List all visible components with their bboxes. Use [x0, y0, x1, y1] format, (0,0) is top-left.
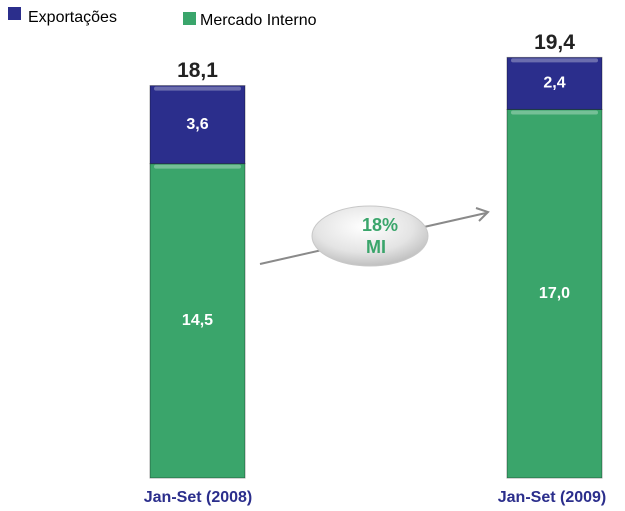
annotation-bubble — [311, 205, 429, 267]
bar-segment — [149, 163, 246, 479]
total-label: 19,4 — [534, 31, 575, 54]
legend-label: Exportações — [28, 9, 117, 26]
data-label: 17,0 — [539, 285, 570, 302]
data-label: 2,4 — [543, 75, 565, 92]
bar-highlight — [511, 110, 598, 115]
total-label: 18,1 — [177, 59, 218, 82]
bar-segment — [506, 56, 603, 110]
bar-highlight — [154, 164, 241, 169]
x-tick-label: Jan-Set (2009) — [498, 489, 607, 506]
legend-swatch — [183, 12, 196, 25]
annotation: MI — [366, 237, 386, 257]
data-label: 3,6 — [186, 116, 208, 133]
bar-highlight — [154, 86, 241, 91]
bar-segment — [149, 85, 246, 165]
data-label: 14,5 — [182, 312, 213, 329]
legend-swatch — [8, 7, 21, 20]
legend-label: Mercado Interno — [200, 12, 317, 29]
x-tick-label: Jan-Set (2008) — [144, 489, 253, 506]
annotation: 18% — [362, 215, 398, 235]
bar-highlight — [511, 58, 598, 63]
